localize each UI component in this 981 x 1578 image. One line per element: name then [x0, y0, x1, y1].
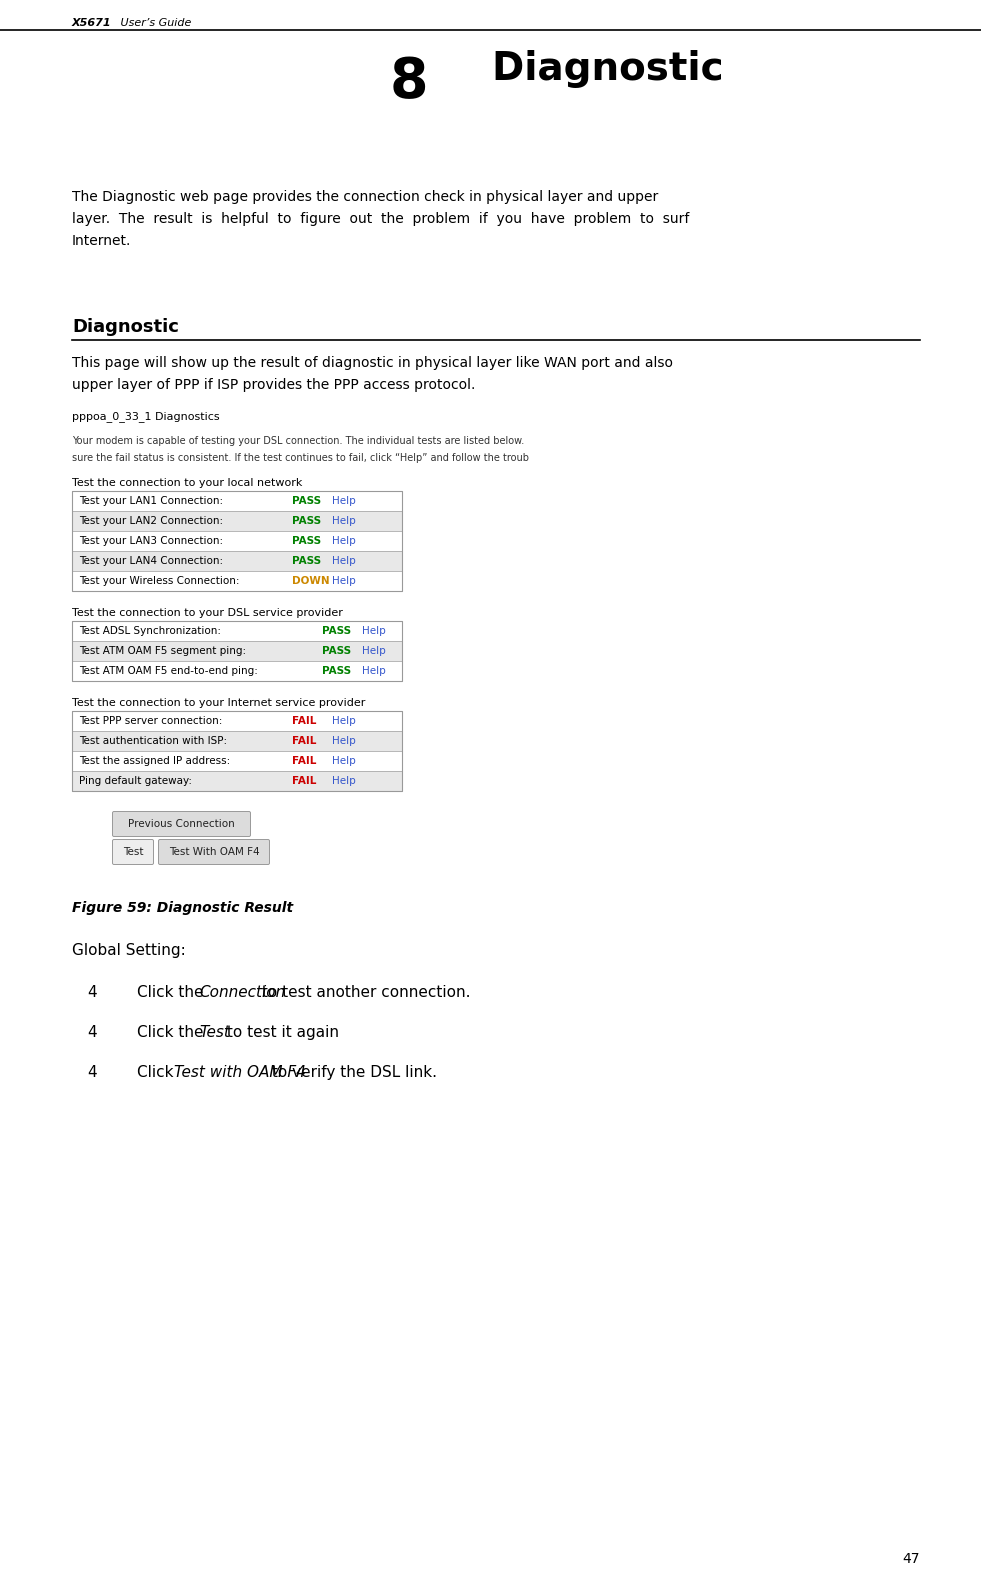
Text: Internet.: Internet.	[72, 234, 131, 248]
Text: Help: Help	[332, 776, 356, 786]
FancyBboxPatch shape	[72, 532, 402, 551]
Text: PASS: PASS	[292, 537, 321, 546]
Text: PASS: PASS	[292, 555, 321, 567]
Text: Test your LAN1 Connection:: Test your LAN1 Connection:	[79, 495, 223, 507]
Text: Help: Help	[332, 576, 356, 585]
Text: Test your LAN2 Connection:: Test your LAN2 Connection:	[79, 516, 223, 525]
Text: 4: 4	[87, 985, 96, 1000]
Text: Test your Wireless Connection:: Test your Wireless Connection:	[79, 576, 239, 585]
Text: Test with OAM F4: Test with OAM F4	[175, 1065, 306, 1079]
Text: Help: Help	[362, 666, 386, 675]
Text: PASS: PASS	[322, 626, 351, 636]
Text: PASS: PASS	[292, 495, 321, 507]
Text: Help: Help	[332, 495, 356, 507]
Text: 8: 8	[390, 55, 429, 109]
Text: Test ATM OAM F5 segment ping:: Test ATM OAM F5 segment ping:	[79, 645, 246, 656]
Text: Help: Help	[332, 716, 356, 726]
Text: sure the fail status is consistent. If the test continues to fail, click “Help” : sure the fail status is consistent. If t…	[72, 453, 529, 462]
Text: Help: Help	[332, 735, 356, 746]
Text: Click: Click	[137, 1065, 179, 1079]
Text: Test the assigned IP address:: Test the assigned IP address:	[79, 756, 231, 765]
Text: DOWN: DOWN	[292, 576, 330, 585]
Text: 4: 4	[87, 1026, 96, 1040]
Text: pppoa_0_33_1 Diagnostics: pppoa_0_33_1 Diagnostics	[72, 410, 220, 421]
Text: Test ATM OAM F5 end-to-end ping:: Test ATM OAM F5 end-to-end ping:	[79, 666, 258, 675]
Text: Test With OAM F4: Test With OAM F4	[169, 847, 259, 857]
FancyBboxPatch shape	[72, 661, 402, 682]
Text: User’s Guide: User’s Guide	[117, 17, 191, 28]
Text: Help: Help	[362, 626, 386, 636]
FancyBboxPatch shape	[72, 491, 402, 511]
FancyBboxPatch shape	[72, 712, 402, 731]
Text: Global Setting:: Global Setting:	[72, 944, 185, 958]
Text: Test: Test	[199, 1026, 230, 1040]
Text: FAIL: FAIL	[292, 735, 317, 746]
FancyBboxPatch shape	[72, 622, 402, 641]
Text: Test the connection to your Internet service provider: Test the connection to your Internet ser…	[72, 697, 365, 709]
Text: to verify the DSL link.: to verify the DSL link.	[267, 1065, 437, 1079]
Text: 4: 4	[87, 1065, 96, 1079]
Text: Test authentication with ISP:: Test authentication with ISP:	[79, 735, 228, 746]
Text: Test: Test	[123, 847, 143, 857]
Text: upper layer of PPP if ISP provides the PPP access protocol.: upper layer of PPP if ISP provides the P…	[72, 379, 476, 391]
Text: Diagnostic: Diagnostic	[465, 50, 724, 88]
FancyBboxPatch shape	[159, 839, 270, 865]
Text: Test ADSL Synchronization:: Test ADSL Synchronization:	[79, 626, 221, 636]
Text: Help: Help	[332, 555, 356, 567]
Text: X5671: X5671	[72, 17, 112, 28]
Text: 47: 47	[903, 1553, 920, 1565]
Text: Diagnostic: Diagnostic	[72, 319, 179, 336]
Text: Test the connection to your DSL service provider: Test the connection to your DSL service …	[72, 608, 343, 619]
Text: Help: Help	[332, 516, 356, 525]
Text: Ping default gateway:: Ping default gateway:	[79, 776, 192, 786]
FancyBboxPatch shape	[72, 751, 402, 772]
Text: This page will show up the result of diagnostic in physical layer like WAN port : This page will show up the result of dia…	[72, 357, 673, 369]
Text: Test the connection to your local network: Test the connection to your local networ…	[72, 478, 302, 488]
FancyBboxPatch shape	[113, 811, 250, 836]
Text: to test another connection.: to test another connection.	[257, 985, 471, 1000]
Text: PASS: PASS	[292, 516, 321, 525]
Text: Test PPP server connection:: Test PPP server connection:	[79, 716, 223, 726]
Text: Help: Help	[332, 756, 356, 765]
FancyBboxPatch shape	[113, 839, 153, 865]
Text: Help: Help	[362, 645, 386, 656]
Text: Figure 59: Diagnostic Result: Figure 59: Diagnostic Result	[72, 901, 293, 915]
FancyBboxPatch shape	[72, 551, 402, 571]
FancyBboxPatch shape	[72, 571, 402, 592]
FancyBboxPatch shape	[72, 511, 402, 532]
Text: PASS: PASS	[322, 645, 351, 656]
Text: layer.  The  result  is  helpful  to  figure  out  the  problem  if  you  have  : layer. The result is helpful to figure o…	[72, 211, 690, 226]
Text: Click the: Click the	[137, 1026, 208, 1040]
Text: The Diagnostic web page provides the connection check in physical layer and uppe: The Diagnostic web page provides the con…	[72, 189, 658, 204]
Text: Click the: Click the	[137, 985, 208, 1000]
Text: Your modem is capable of testing your DSL connection. The individual tests are l: Your modem is capable of testing your DS…	[72, 436, 524, 447]
Text: Test your LAN3 Connection:: Test your LAN3 Connection:	[79, 537, 223, 546]
Text: PASS: PASS	[322, 666, 351, 675]
FancyBboxPatch shape	[72, 772, 402, 791]
FancyBboxPatch shape	[72, 731, 402, 751]
Text: FAIL: FAIL	[292, 776, 317, 786]
Text: Help: Help	[332, 537, 356, 546]
Text: Connection: Connection	[199, 985, 285, 1000]
FancyBboxPatch shape	[72, 641, 402, 661]
Text: Previous Connection: Previous Connection	[129, 819, 234, 828]
Text: Test your LAN4 Connection:: Test your LAN4 Connection:	[79, 555, 223, 567]
Text: FAIL: FAIL	[292, 756, 317, 765]
Text: FAIL: FAIL	[292, 716, 317, 726]
Text: to test it again: to test it again	[223, 1026, 339, 1040]
